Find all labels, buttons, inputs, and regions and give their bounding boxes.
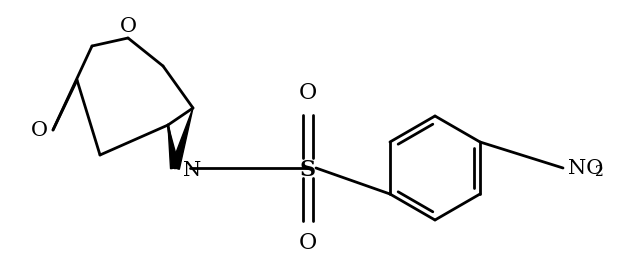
Text: O: O [299, 232, 317, 254]
Text: O: O [31, 120, 47, 140]
Text: 2: 2 [594, 165, 603, 179]
Polygon shape [171, 108, 193, 169]
Text: N: N [183, 160, 201, 180]
Text: S: S [300, 159, 316, 181]
Text: O: O [299, 82, 317, 104]
Text: NO: NO [568, 158, 604, 178]
Polygon shape [168, 125, 179, 169]
Text: O: O [120, 17, 136, 36]
